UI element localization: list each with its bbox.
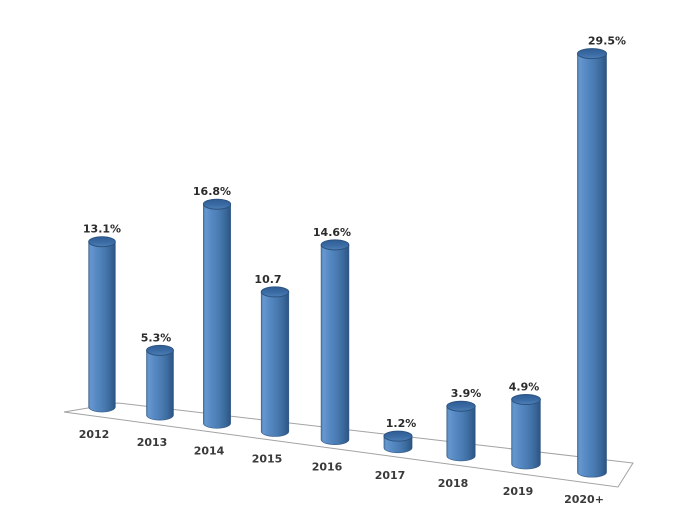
value-label: 14.6% bbox=[313, 226, 351, 239]
cylinder-bar-2015 bbox=[260, 286, 290, 437]
cylinder-body bbox=[446, 406, 476, 462]
cylinder-top bbox=[511, 394, 541, 406]
cylinder-bar-2017 bbox=[383, 430, 413, 454]
cylinder-top bbox=[146, 344, 174, 356]
cylinder-bar-2018 bbox=[446, 400, 476, 462]
cylinder-body bbox=[511, 399, 541, 470]
cylinder-bar-2019 bbox=[511, 394, 541, 470]
cylinder-bar-2016 bbox=[320, 239, 350, 445]
cylinder-top bbox=[577, 48, 607, 60]
category-label: 2015 bbox=[252, 452, 283, 465]
cylinder-top bbox=[88, 236, 116, 248]
category-label: 2016 bbox=[312, 461, 343, 474]
category-label: 2019 bbox=[503, 485, 534, 498]
cylinder-top bbox=[320, 239, 350, 251]
cylinder-bar-2020+ bbox=[577, 48, 607, 478]
cylinder-body bbox=[577, 53, 607, 478]
cylinder-body bbox=[203, 204, 231, 429]
category-label: 2014 bbox=[194, 444, 225, 457]
category-label: 2013 bbox=[137, 436, 168, 449]
cylinder-bar-2013 bbox=[146, 344, 174, 421]
value-label: 5.3% bbox=[141, 331, 172, 344]
value-label: 1.2% bbox=[386, 417, 417, 430]
value-label: 29.5% bbox=[588, 35, 626, 48]
cylinder-bar-2012 bbox=[88, 236, 116, 413]
value-label: 3.9% bbox=[451, 387, 482, 400]
cylinder-bar-2014 bbox=[202, 198, 232, 429]
cylinder-body bbox=[320, 244, 350, 445]
cylinder-top bbox=[446, 400, 476, 412]
value-label: 13.1% bbox=[83, 223, 121, 236]
cylinder-body bbox=[146, 350, 174, 421]
cylinder-top bbox=[260, 286, 290, 298]
category-label: 2018 bbox=[438, 477, 469, 490]
category-label: 2017 bbox=[375, 469, 406, 482]
value-label: 10.7 bbox=[254, 273, 281, 286]
value-label: 16.8% bbox=[193, 185, 231, 198]
cylinder-body bbox=[260, 291, 290, 437]
category-label: 2012 bbox=[79, 428, 110, 441]
category-label: 2020+ bbox=[564, 493, 604, 506]
value-label: 4.9% bbox=[509, 381, 540, 394]
cylinder-body bbox=[88, 241, 116, 413]
cylinder-top bbox=[383, 430, 413, 442]
cylinder-top bbox=[202, 198, 232, 210]
